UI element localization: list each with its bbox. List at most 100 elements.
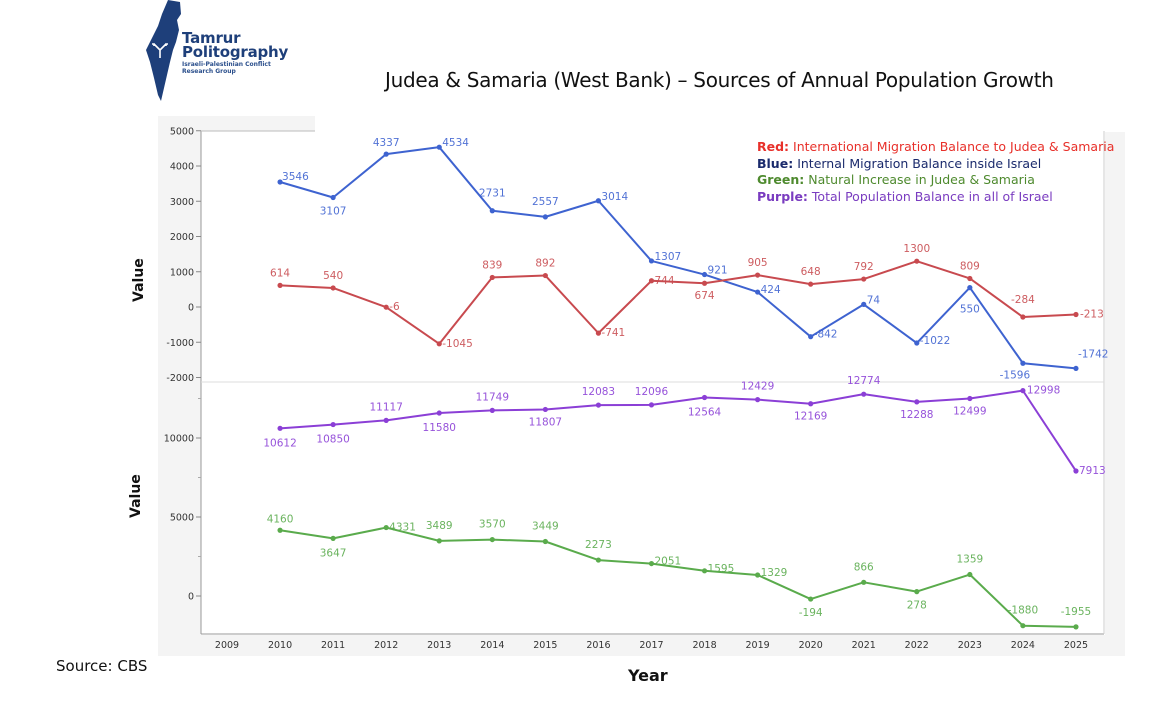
x-tick-label: 2019 (746, 640, 770, 651)
legend-key: Blue: (757, 155, 794, 171)
data-label: 10612 (263, 437, 296, 449)
data-point (967, 395, 973, 402)
x-tick-label: 2018 (692, 640, 716, 651)
x-tick-label: 2022 (905, 640, 929, 651)
data-point (861, 276, 867, 282)
data-point (595, 198, 602, 204)
data-point (383, 151, 389, 157)
data-point (436, 410, 442, 416)
x-tick-label: 2017 (639, 640, 663, 651)
data-point (861, 579, 867, 585)
panel-mask (315, 110, 1125, 132)
data-label: 2557 (532, 196, 559, 208)
data-label: 12096 (635, 386, 669, 398)
data-label: 12169 (794, 411, 827, 423)
data-label: 3647 (320, 547, 347, 559)
data-point (701, 568, 708, 574)
x-tick-label: 2025 (1064, 640, 1088, 651)
data-point (1020, 360, 1026, 366)
split-arrows-icon (152, 43, 168, 58)
data-label: 4331 (389, 522, 416, 534)
y-tick-label: 0 (188, 303, 194, 314)
data-point (277, 425, 283, 431)
data-point (330, 285, 336, 291)
data-point (755, 397, 761, 403)
chart-marks: 3546 3107 4337 4534 2731 2557 3014 1307 921 424 -8… (263, 137, 1109, 630)
data-label: 12774 (847, 375, 881, 387)
data-label: 3489 (426, 520, 453, 532)
x-tick-label: 2023 (958, 640, 982, 651)
data-label: 12564 (688, 406, 722, 418)
data-point (701, 280, 708, 286)
data-point (648, 402, 655, 408)
data-label: -1880 (1008, 605, 1039, 617)
legend-text: International Migration Balance to Judea… (793, 139, 1115, 154)
data-point (755, 572, 761, 578)
data-label: 11749 (476, 391, 509, 403)
data-point (330, 194, 336, 201)
data-point (277, 527, 283, 533)
data-point (542, 406, 548, 413)
y-tick-label: -1000 (166, 338, 194, 349)
legend-item-blue: Blue: Internal Migration Balance inside … (757, 156, 1114, 173)
data-label: 11580 (423, 422, 456, 434)
y-tick-label: 5000 (170, 513, 194, 524)
chart-title: Judea & Samaria (West Bank) – Sources of… (385, 68, 1054, 92)
series-international-migration-balance-to-judea-samaria: 614 540 -6 -1045 839 892 -741 744 674 905 648 792 13… (270, 243, 1104, 350)
data-point (436, 341, 442, 347)
legend-key: Red: (757, 139, 790, 154)
logo-name-line1: Tamrur (182, 29, 241, 47)
data-label: 12083 (582, 386, 615, 398)
axes: 500040003000200010000-1000-2000100005000… (164, 126, 1105, 651)
data-label: -1596 (1000, 369, 1031, 381)
x-tick-label: 2011 (321, 640, 345, 651)
y-tick-label: 0 (188, 592, 194, 603)
data-point (383, 304, 389, 310)
data-label: -6 (389, 301, 400, 313)
data-label: 12499 (953, 406, 986, 418)
data-label: 278 (907, 600, 927, 612)
data-label: -741 (601, 327, 625, 339)
y-tick-label: 2000 (170, 232, 194, 243)
data-point (542, 272, 548, 279)
data-label: -1742 (1078, 348, 1109, 360)
data-label: 4534 (442, 137, 469, 149)
data-label: 866 (854, 561, 874, 573)
data-point (383, 524, 389, 531)
data-point (967, 571, 973, 578)
data-label: 2051 (654, 556, 681, 568)
x-tick-label: 2010 (268, 640, 292, 651)
data-label: 4160 (267, 513, 294, 525)
data-point (914, 258, 920, 264)
data-point (808, 596, 814, 602)
data-label: 3014 (601, 191, 628, 203)
data-point (914, 589, 920, 595)
series-total-population-balance-in-all-of-israel: 10612 10850 11117 11580 11749 11807 12083 12096… (263, 375, 1105, 477)
y-tick-label: 4000 (170, 162, 194, 173)
data-point (808, 334, 814, 340)
data-label: 550 (960, 304, 980, 316)
data-label: -1045 (442, 338, 473, 350)
data-label: -194 (799, 607, 823, 619)
logo-subtitle-line2: Research Group (182, 68, 236, 75)
y-tick-label: 10000 (164, 434, 194, 445)
data-label: 3449 (532, 521, 559, 533)
data-point (648, 278, 655, 284)
data-label: 11807 (529, 416, 562, 428)
x-tick-label: 2021 (852, 640, 876, 651)
data-label: 744 (654, 275, 674, 287)
data-label: 2731 (479, 188, 506, 200)
data-point (595, 557, 602, 563)
data-label: -842 (814, 329, 838, 341)
x-axis-label: Year (628, 666, 668, 685)
x-tick-label: 2015 (533, 640, 557, 651)
data-point (542, 214, 548, 220)
legend-text: Natural Increase in Judea & Samaria (808, 172, 1035, 187)
logo-name-line2: Politography (182, 43, 289, 61)
data-point (1073, 624, 1079, 630)
data-label: 792 (854, 261, 874, 273)
x-tick-label: 2013 (427, 640, 451, 651)
data-label: 2273 (585, 539, 612, 551)
y-tick-label: 3000 (170, 197, 194, 208)
